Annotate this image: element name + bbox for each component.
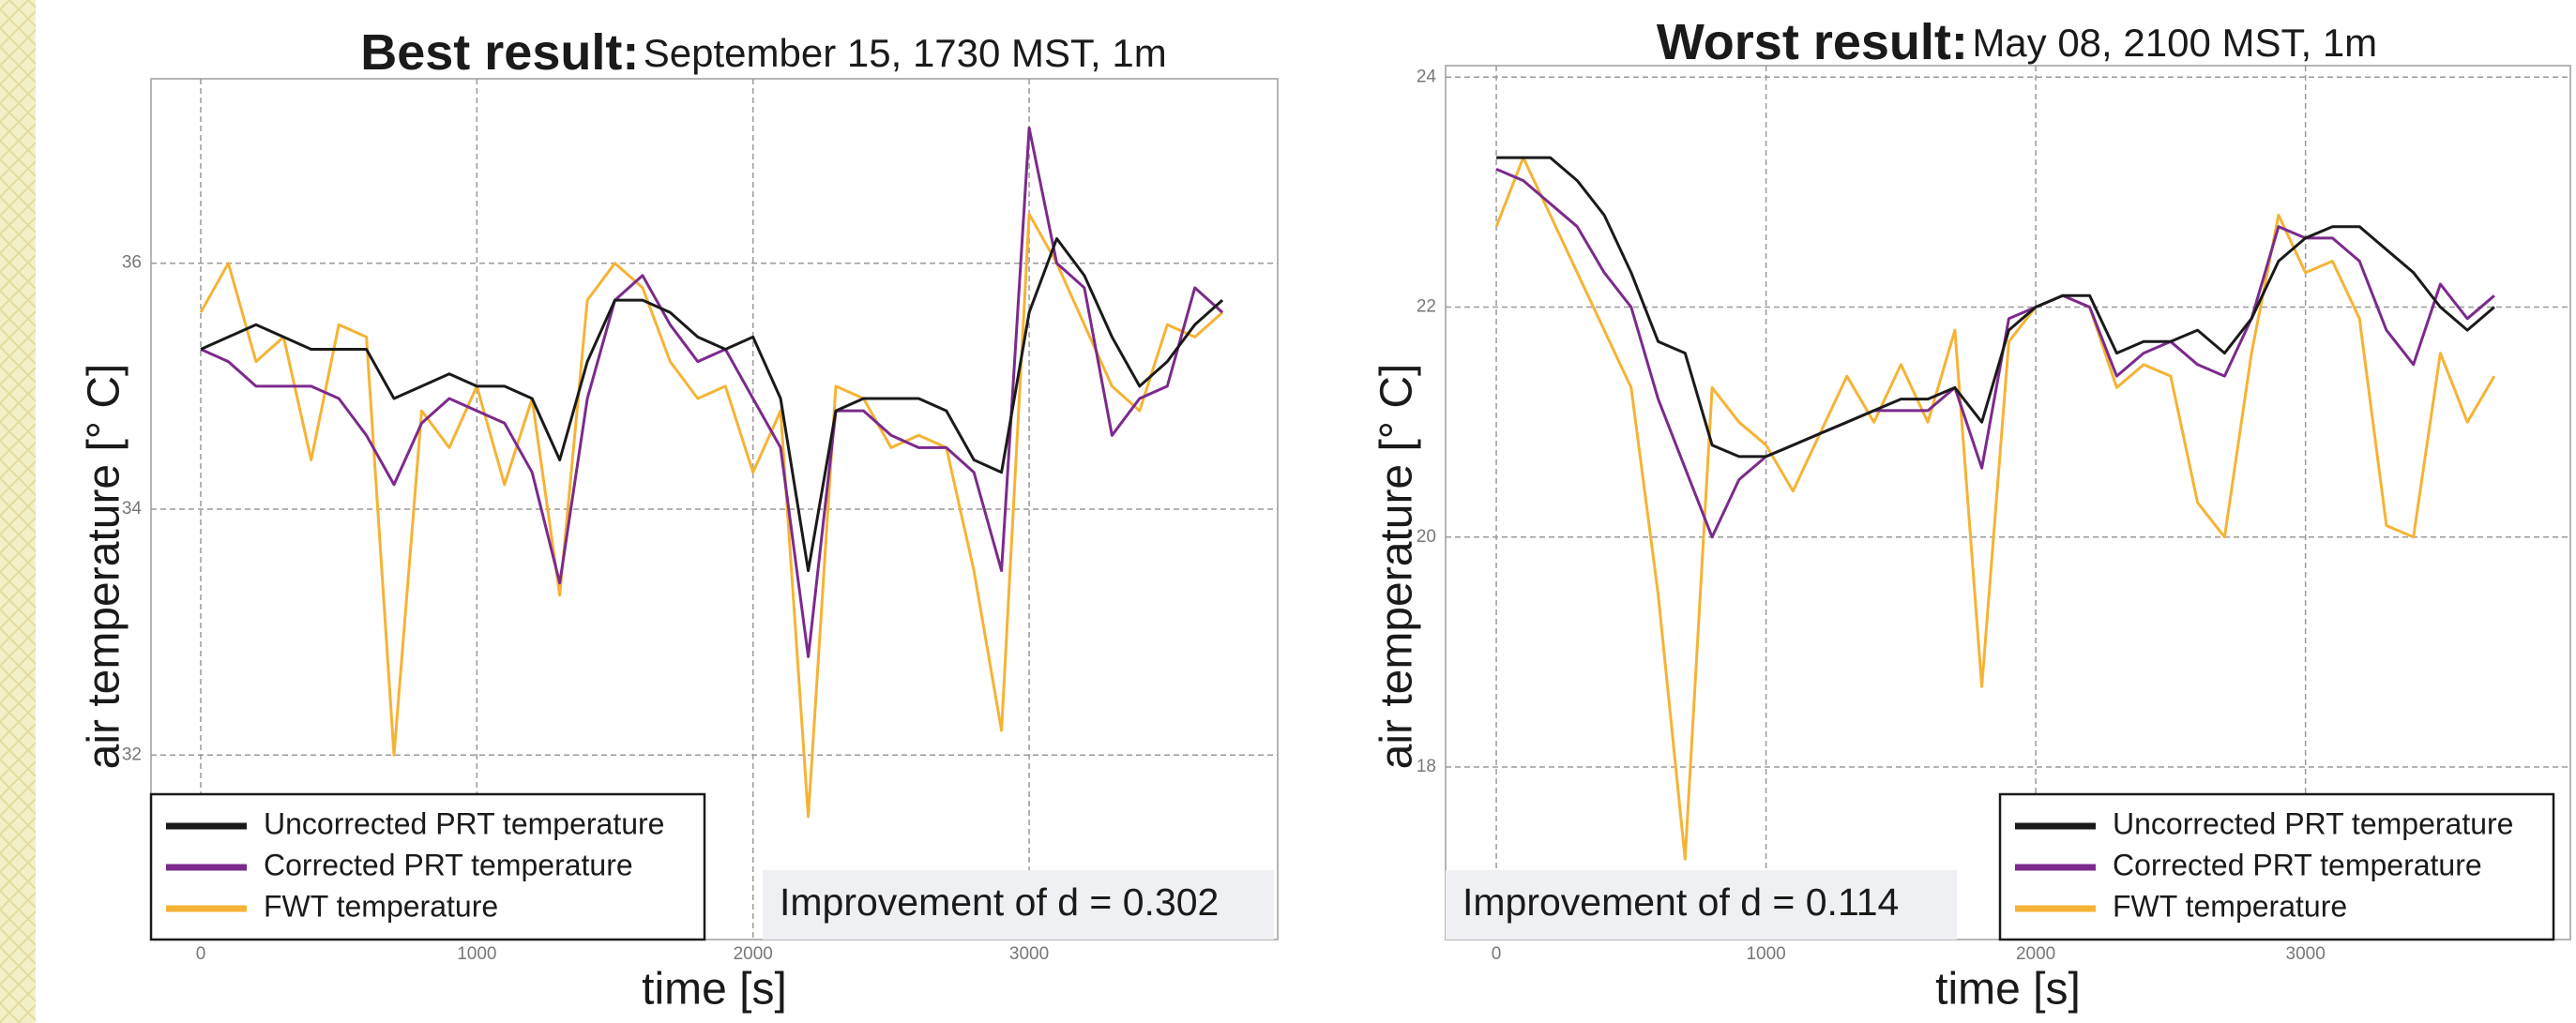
legend-label: Corrected PRT temperature [264, 848, 633, 881]
annotation: Improvement of d = 0.302 [780, 880, 1219, 924]
data-line [200, 127, 1224, 658]
y-tick-label: 24 [1417, 67, 1437, 86]
x-tick-label: 3000 [2286, 944, 2326, 964]
y-tick-label: 18 [1417, 757, 1436, 776]
data-line [199, 212, 1224, 819]
x-axis-label: time [s] [642, 965, 787, 1015]
y-tick-label: 36 [122, 253, 142, 273]
y-axis-label: air temperature [° C] [80, 364, 129, 770]
x-axis-label: time [s] [1935, 965, 2081, 1015]
legend-label: FWT temperature [264, 889, 498, 923]
annotation-box [1446, 870, 1957, 940]
x-tick-label: 2000 [734, 944, 773, 964]
data-line [200, 237, 1224, 573]
y-tick-label: 20 [1417, 527, 1436, 547]
data-line [1494, 156, 2496, 861]
x-tick-label: 1000 [457, 944, 496, 964]
side-strip [0, 0, 36, 1023]
x-tick-label: 2000 [2016, 944, 2055, 964]
annotation-box [763, 870, 1274, 940]
data-line [1495, 168, 2495, 539]
data-line [1496, 156, 2495, 459]
title-main: Best result: [360, 24, 639, 81]
x-tick-label: 1000 [1746, 944, 1785, 964]
y-tick-label: 32 [122, 745, 142, 764]
chart-title: Best result: September 15, 1730 MST, 1m [360, 24, 1167, 81]
x-tick-label: 0 [1492, 944, 1502, 964]
annotation: Improvement of d = 0.114 [1462, 880, 1899, 924]
legend-label: FWT temperature [2113, 889, 2347, 923]
y-axis-label: air temperature [° C] [1372, 364, 1422, 770]
legend-label: Uncorrected PRT temperature [2113, 806, 2513, 840]
title-main: Worst result: [1657, 14, 1968, 70]
chart-title: Worst result: May 08, 2100 MST, 1m [1657, 14, 2377, 70]
title-sub: September 15, 1730 MST, 1m [644, 31, 1167, 75]
y-tick-label: 34 [122, 499, 143, 519]
x-tick-label: 0 [196, 944, 206, 964]
legend-label: Corrected PRT temperature [2113, 848, 2482, 881]
title-sub: May 08, 2100 MST, 1m [1972, 21, 2377, 65]
legend-label: Uncorrected PRT temperature [264, 806, 664, 840]
x-tick-label: 3000 [1009, 944, 1049, 964]
y-tick-label: 22 [1417, 297, 1436, 317]
